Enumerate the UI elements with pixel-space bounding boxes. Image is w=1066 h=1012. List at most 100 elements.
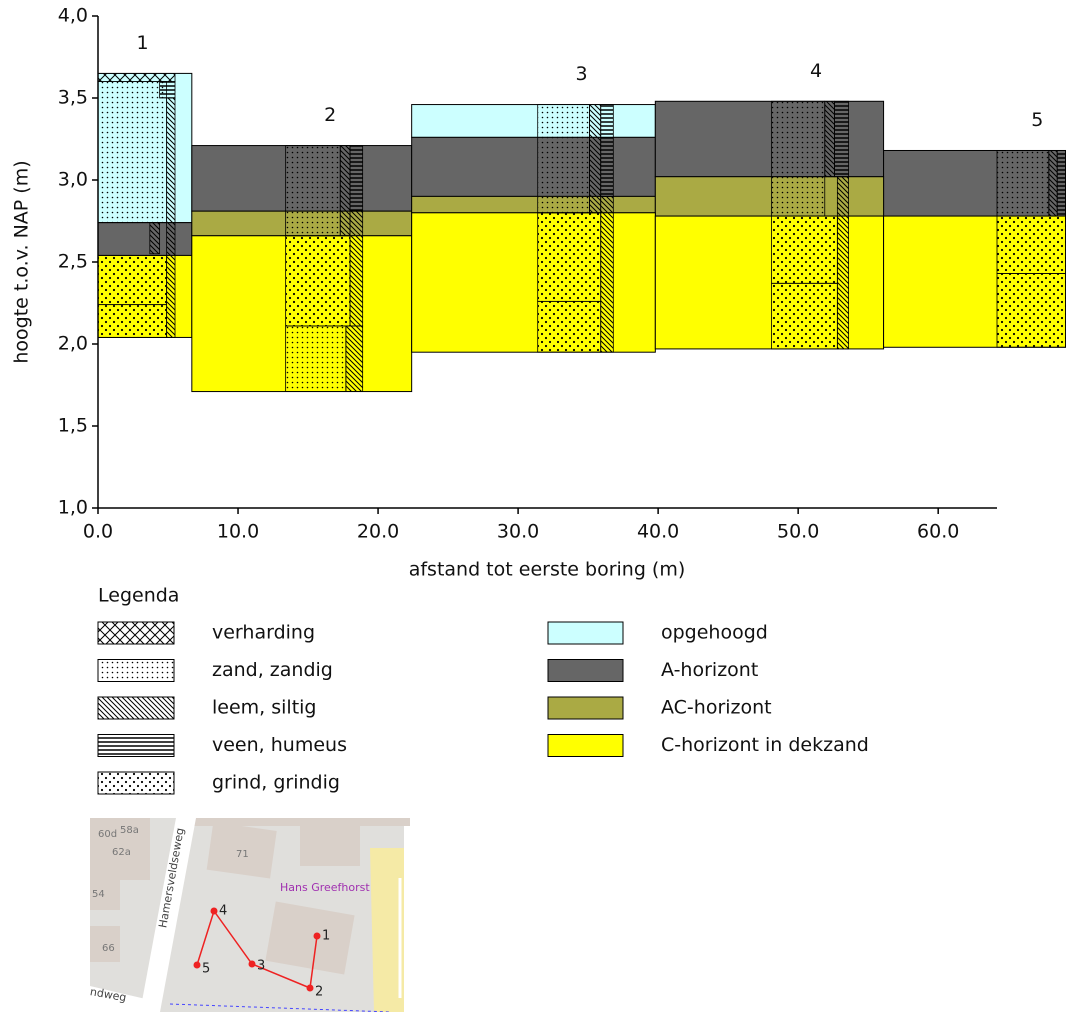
y-tick-label: 2,0	[58, 333, 88, 355]
texture-block	[772, 101, 825, 216]
texture-block	[772, 283, 838, 349]
boring-label: 5	[1031, 109, 1043, 131]
house-number: 54	[92, 889, 105, 900]
x-tick-label: 30.0	[497, 521, 539, 543]
horizon-block	[655, 177, 883, 216]
point-label: 4	[219, 904, 227, 919]
x-tick-label: 50.0	[777, 521, 819, 543]
poi-label: Hans Greefhorst	[280, 881, 370, 894]
texture-block	[350, 146, 363, 212]
texture-block	[160, 82, 175, 98]
x-axis-label: afstand tot eerste boring (m)	[409, 559, 686, 581]
texture-block	[601, 196, 614, 352]
texture-block	[286, 236, 350, 326]
texture-block	[538, 105, 590, 213]
texture-block	[837, 177, 848, 349]
legend-swatch	[548, 622, 623, 644]
horizon-block	[412, 105, 656, 138]
house-number: 66	[102, 943, 115, 954]
texture-block	[601, 105, 614, 197]
texture-block	[98, 255, 167, 304]
boring-point	[249, 961, 256, 968]
point-label: 5	[202, 962, 210, 977]
x-tick-label: 0.0	[83, 521, 113, 543]
texture-block	[538, 301, 601, 352]
location-map: 1 2 3 4 5 Hamersveldseweg ndweg Hans Gre…	[89, 818, 410, 1012]
plot-area: 1 2 3 4 5	[98, 32, 1066, 392]
boring-point	[211, 908, 218, 915]
texture-block	[98, 82, 167, 223]
page: 1 2 3 4 5 1,0 1,5 2,0 2,5 3,0 3,5 4,0 0.0 10.0 20.0 30…	[0, 0, 1066, 1012]
legend-label: C-horizont in dekzand	[661, 734, 869, 756]
legend-swatch	[548, 735, 623, 757]
legend-label: grind, grindig	[212, 772, 340, 794]
legend-label: zand, zandig	[212, 659, 333, 681]
texture-block	[825, 101, 835, 176]
texture-block	[350, 211, 363, 326]
boring-label: 3	[575, 63, 587, 85]
legend-swatch	[98, 697, 174, 719]
boring-label: 2	[324, 104, 336, 126]
legend-swatch	[548, 697, 623, 719]
y-tick-label: 4,0	[58, 5, 88, 27]
boring-label: 4	[810, 60, 822, 82]
legend: verharding zand, zandig leem, siltig veen, …	[98, 622, 869, 795]
texture-block	[772, 216, 838, 283]
legend-label: AC-horizont	[661, 697, 772, 719]
building	[190, 818, 410, 826]
y-tick-label: 3,5	[58, 87, 88, 109]
point-label: 2	[315, 985, 323, 1000]
texture-block	[286, 326, 346, 392]
texture-block	[590, 105, 601, 213]
horizon-block	[412, 196, 656, 212]
legend-swatch	[98, 622, 174, 644]
texture-block	[1049, 150, 1057, 216]
house-number: 60d	[98, 829, 117, 840]
texture-block	[150, 223, 160, 254]
legend-swatch	[98, 772, 174, 794]
house-number: 62a	[112, 847, 131, 858]
x-tick-label: 60.0	[917, 521, 959, 543]
chart: 1 2 3 4 5 1,0 1,5 2,0 2,5 3,0 3,5 4,0 0.0 10.0 20.0 30…	[0, 0, 1066, 1012]
legend-label: veen, humeus	[212, 734, 347, 756]
texture-block	[835, 101, 849, 176]
texture-block	[997, 150, 1049, 216]
texture-block	[98, 73, 175, 81]
house-number: 71	[236, 849, 249, 860]
x-tick-label: 40.0	[637, 521, 679, 543]
legend-label: A-horizont	[661, 659, 758, 681]
texture-block	[340, 146, 350, 236]
boring-point	[194, 962, 201, 969]
legend-swatch	[548, 660, 623, 682]
legend-swatch	[98, 735, 174, 757]
texture-block	[286, 146, 341, 236]
legend-swatch	[98, 660, 174, 682]
y-axis-label: hoogte t.o.v. NAP (m)	[11, 160, 33, 363]
boring-point	[307, 985, 314, 992]
texture-block	[538, 213, 601, 302]
point-label: 3	[257, 959, 265, 974]
house-number: 58a	[120, 825, 139, 836]
horizon-block	[412, 137, 656, 196]
y-tick-label: 2,5	[58, 251, 88, 273]
legend-label: verharding	[212, 622, 315, 644]
texture-block	[997, 216, 1066, 273]
horizon-block	[655, 101, 883, 176]
boring-point	[314, 933, 321, 940]
legend-label: leem, siltig	[212, 697, 317, 719]
point-label: 1	[322, 929, 330, 944]
legend-label: opgehoogd	[661, 622, 768, 644]
y-tick-label: 3,0	[58, 169, 88, 191]
x-tick-label: 20.0	[357, 521, 399, 543]
legend-title: Legenda	[98, 585, 179, 607]
y-tick-label: 1,0	[58, 497, 88, 519]
building	[300, 826, 360, 866]
horizon-block	[98, 223, 192, 256]
horizon-block	[412, 213, 656, 352]
texture-block	[98, 305, 167, 338]
texture-block	[346, 326, 363, 392]
horizon-block	[655, 216, 883, 349]
y-tick-label: 1,5	[58, 415, 88, 437]
x-tick-label: 10.0	[217, 521, 259, 543]
boring-label: 1	[136, 32, 148, 54]
